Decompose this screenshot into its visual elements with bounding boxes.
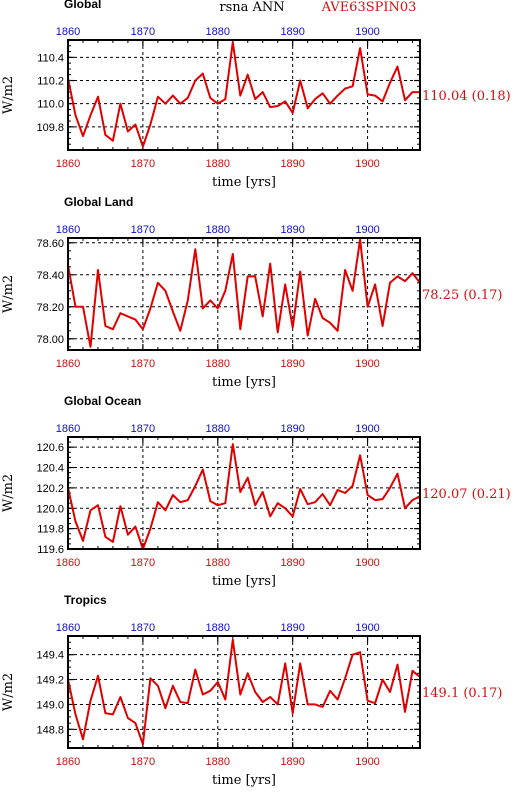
x-tick-label: 1860 — [56, 358, 80, 370]
x-tick-label: 1870 — [131, 557, 155, 569]
x-tick-label-top: 1870 — [131, 423, 155, 435]
x-tick-label-top: 1890 — [280, 423, 304, 435]
x-tick-label: 1870 — [131, 358, 155, 370]
plot-frame — [67, 237, 421, 351]
x-tick-label-top: 1860 — [56, 26, 80, 38]
mean-std-annotation: 110.04 (0.18) — [422, 89, 511, 104]
y-tick-label: 119.8 — [37, 524, 64, 536]
y-tick-label: 110.0 — [37, 99, 64, 111]
panel-title: Global Ocean — [64, 394, 141, 408]
x-tick-label: 1900 — [355, 358, 379, 370]
plot-frame — [67, 39, 421, 151]
panel-title: Global Land — [64, 195, 133, 209]
y-tick-label: 120.0 — [36, 503, 64, 515]
x-tick-label: 1880 — [206, 158, 230, 170]
x-tick-label-top: 1860 — [56, 622, 80, 634]
x-tick-label-top: 1870 — [131, 622, 155, 634]
series-line — [67, 443, 421, 550]
y-tick-label: 109.8 — [36, 122, 64, 134]
y-tick-label: 110.4 — [37, 52, 64, 64]
series-line — [67, 238, 421, 348]
y-axis-label: W/m2 — [1, 275, 16, 313]
x-axis-label: time [yrs] — [212, 375, 276, 390]
y-axis-label: W/m2 — [1, 673, 16, 711]
y-tick-label: 78.00 — [36, 334, 64, 346]
panels: Global 1860 1860 1870 1870 1880 1880 1890 1890 19… — [1, 0, 511, 788]
x-tick-label-top: 1880 — [206, 224, 230, 236]
mean-std-annotation: 78.25 (0.17) — [422, 288, 502, 303]
x-tick-label-top: 1900 — [355, 423, 379, 435]
x-tick-label: 1860 — [56, 158, 80, 170]
x-tick-label: 1880 — [206, 358, 230, 370]
x-axis-label: time [yrs] — [212, 175, 276, 190]
x-tick-label: 1890 — [280, 358, 304, 370]
x-axis-label: time [yrs] — [212, 574, 276, 589]
x-tick-label: 1890 — [280, 557, 304, 569]
x-tick-label-top: 1900 — [355, 622, 379, 634]
x-tick-label-top: 1890 — [280, 224, 304, 236]
series-line — [67, 41, 420, 148]
y-tick-label: 148.8 — [36, 724, 64, 736]
variable-title: rsna ANN — [219, 0, 284, 15]
x-tick-label-top: 1870 — [131, 224, 155, 236]
y-tick-label: 110.2 — [37, 76, 64, 88]
y-axis-label: W/m2 — [1, 76, 16, 114]
x-tick-label: 1900 — [355, 158, 379, 170]
x-tick-label-top: 1860 — [56, 423, 80, 435]
series-line — [67, 638, 421, 746]
x-tick-label: 1880 — [206, 756, 230, 768]
x-tick-label-top: 1880 — [206, 26, 230, 38]
x-tick-label: 1860 — [56, 756, 80, 768]
x-tick-label: 1870 — [131, 158, 155, 170]
y-axis-label: W/m2 — [1, 474, 16, 512]
y-tick-label: 78.40 — [36, 270, 64, 282]
chart-panel: Global Land 1860 1860 1870 1870 1880 1880 1890 1… — [1, 195, 502, 390]
panel-title: Tropics — [64, 593, 107, 607]
x-tick-label-top: 1900 — [355, 26, 379, 38]
x-tick-label: 1900 — [355, 756, 379, 768]
mean-std-annotation: 149.1 (0.17) — [422, 686, 502, 701]
chart-panel: Global 1860 1860 1870 1870 1880 1880 1890 1890 19… — [1, 0, 511, 190]
x-tick-label-top: 1880 — [206, 622, 230, 634]
plot-frame — [67, 436, 421, 550]
y-tick-label: 78.60 — [36, 238, 64, 250]
x-tick-label: 1880 — [206, 557, 230, 569]
x-tick-label-top: 1890 — [280, 622, 304, 634]
x-tick-label: 1870 — [131, 756, 155, 768]
x-tick-label-top: 1870 — [131, 26, 155, 38]
y-tick-label: 120.2 — [36, 483, 64, 495]
panel-title: Global — [64, 0, 101, 11]
y-tick-label: 119.6 — [37, 544, 64, 556]
plot-frame — [67, 635, 421, 749]
x-tick-label-top: 1900 — [355, 224, 379, 236]
x-tick-label-top: 1860 — [56, 224, 80, 236]
y-tick-label: 120.6 — [36, 442, 64, 454]
y-tick-label: 149.2 — [36, 675, 64, 687]
x-tick-label-top: 1880 — [206, 423, 230, 435]
x-tick-label: 1900 — [355, 557, 379, 569]
mean-std-annotation: 120.07 (0.21) — [422, 487, 511, 502]
x-tick-label: 1890 — [280, 158, 304, 170]
x-tick-label: 1890 — [280, 756, 304, 768]
y-tick-label: 149.0 — [36, 699, 64, 711]
chart-panel: Tropics 1860 1860 1870 1870 1880 1880 1890 1890 1… — [1, 593, 502, 788]
y-tick-label: 78.20 — [36, 302, 64, 314]
x-axis-label: time [yrs] — [212, 773, 276, 788]
y-tick-label: 120.4 — [36, 463, 64, 475]
chart-panel: Global Ocean 1860 1860 1870 1870 1880 1880 1890… — [1, 394, 511, 589]
x-tick-label-top: 1890 — [280, 26, 304, 38]
x-tick-label: 1860 — [56, 557, 80, 569]
case-name: AVE63SPIN03 — [321, 0, 417, 15]
y-tick-label: 149.4 — [36, 650, 64, 662]
